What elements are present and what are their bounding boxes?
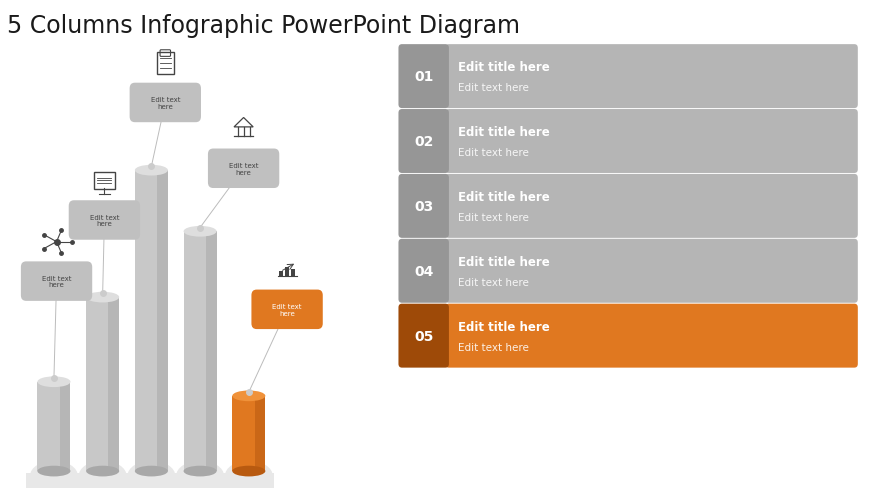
Polygon shape [60, 382, 70, 471]
FancyBboxPatch shape [445, 304, 857, 368]
FancyBboxPatch shape [398, 45, 448, 109]
FancyBboxPatch shape [398, 239, 448, 303]
Bar [183, 232, 216, 471]
Text: Edit text
here: Edit text here [42, 275, 71, 288]
Ellipse shape [37, 466, 70, 476]
Ellipse shape [232, 466, 265, 476]
Ellipse shape [183, 466, 216, 476]
Bar [279, 271, 283, 277]
Ellipse shape [86, 466, 119, 476]
Text: 04: 04 [414, 264, 433, 278]
Ellipse shape [30, 461, 78, 488]
Bar [86, 298, 119, 471]
FancyBboxPatch shape [398, 175, 448, 238]
Text: Edit text here: Edit text here [457, 83, 527, 93]
Text: Edit text here: Edit text here [457, 278, 527, 287]
Ellipse shape [79, 461, 127, 488]
Bar [291, 269, 295, 277]
Text: Edit text here: Edit text here [457, 148, 527, 158]
FancyBboxPatch shape [445, 175, 857, 238]
Text: 5 Columns Infographic PowerPoint Diagram: 5 Columns Infographic PowerPoint Diagram [7, 14, 520, 38]
Polygon shape [206, 232, 216, 471]
Text: Edit text here: Edit text here [457, 342, 527, 352]
Text: Edit title here: Edit title here [457, 320, 548, 333]
Text: Edit text
here: Edit text here [229, 163, 258, 175]
Ellipse shape [128, 461, 176, 488]
FancyBboxPatch shape [445, 239, 857, 303]
Text: Edit title here: Edit title here [457, 255, 548, 268]
Ellipse shape [176, 461, 224, 488]
Polygon shape [109, 298, 119, 471]
Text: 05: 05 [414, 329, 433, 343]
Ellipse shape [37, 377, 70, 387]
FancyBboxPatch shape [398, 304, 448, 368]
FancyBboxPatch shape [251, 290, 322, 329]
Ellipse shape [224, 461, 273, 488]
Ellipse shape [183, 226, 216, 237]
Text: Edit title here: Edit title here [457, 191, 548, 203]
Bar [37, 382, 70, 471]
Ellipse shape [86, 292, 119, 303]
Text: 02: 02 [414, 135, 433, 149]
Bar [232, 396, 265, 471]
Ellipse shape [135, 165, 168, 176]
FancyBboxPatch shape [445, 110, 857, 174]
FancyBboxPatch shape [208, 149, 279, 189]
Text: Edit text
here: Edit text here [150, 97, 180, 110]
Text: 03: 03 [414, 200, 433, 213]
Text: Edit text
here: Edit text here [90, 214, 119, 227]
Bar [26, 473, 274, 488]
Text: 01: 01 [414, 70, 433, 84]
FancyBboxPatch shape [445, 45, 857, 109]
Ellipse shape [135, 466, 168, 476]
Bar [285, 267, 289, 277]
Bar [135, 171, 168, 471]
Polygon shape [255, 396, 265, 471]
FancyBboxPatch shape [129, 83, 201, 123]
Ellipse shape [232, 391, 265, 401]
Text: Edit title here: Edit title here [457, 61, 548, 74]
Polygon shape [157, 171, 168, 471]
Text: Edit text
here: Edit text here [272, 304, 302, 316]
FancyBboxPatch shape [21, 262, 92, 301]
FancyBboxPatch shape [398, 110, 448, 174]
Text: Edit title here: Edit title here [457, 126, 548, 139]
FancyBboxPatch shape [69, 201, 140, 240]
Text: Edit text here: Edit text here [457, 213, 527, 223]
